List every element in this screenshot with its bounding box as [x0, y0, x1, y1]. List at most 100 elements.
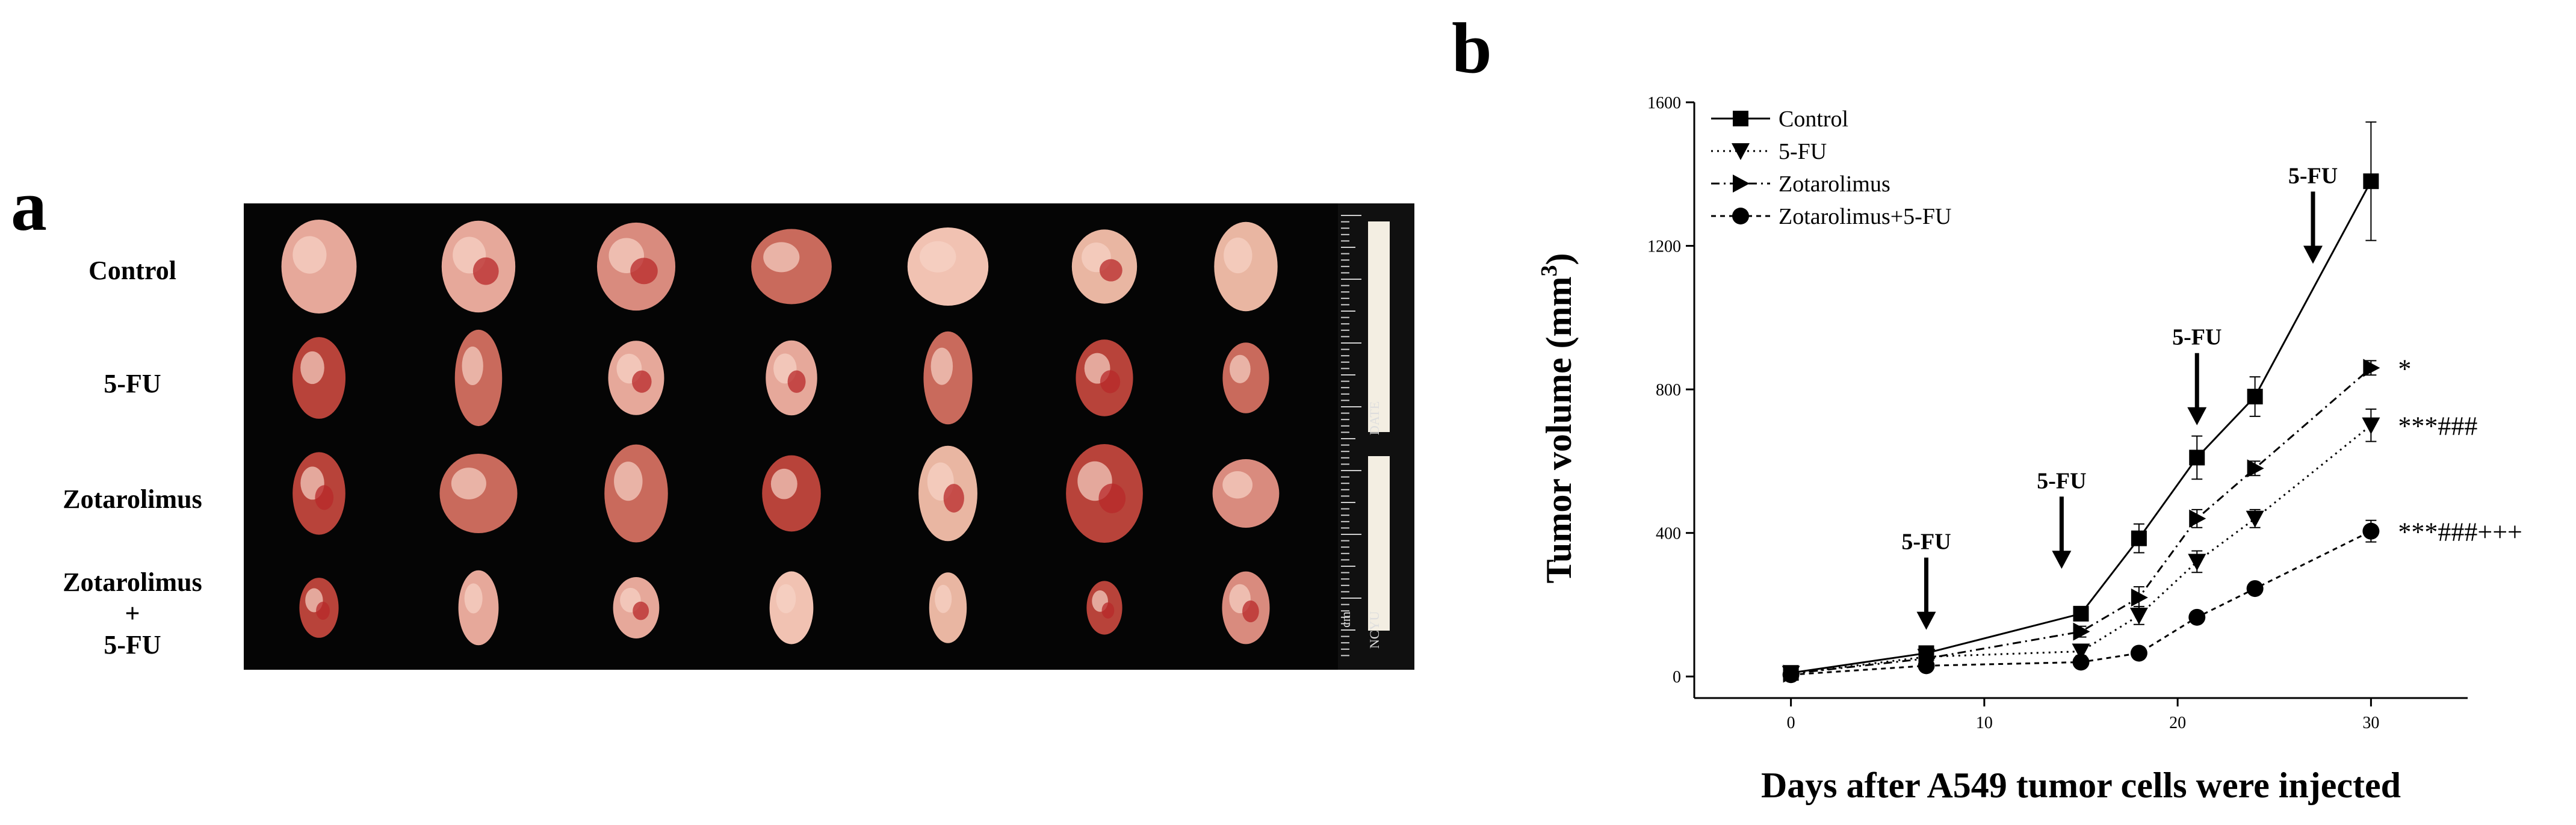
- legend-label: 5-FU: [1779, 139, 1827, 164]
- legend-marker: [1732, 143, 1750, 160]
- dose-arrow-head: [2052, 551, 2072, 569]
- data-point: [2072, 654, 2090, 671]
- row-label: 5-FU: [24, 368, 241, 400]
- data-point: [2130, 644, 2147, 662]
- row-label: Zotarolimus +5-FU: [24, 567, 241, 661]
- legend-label: Zotarolimus+5-FU: [1779, 204, 1951, 229]
- data-point: [2362, 522, 2380, 540]
- tumor-blood-spot: [472, 257, 499, 285]
- tumor-highlight: [300, 351, 324, 385]
- dose-label: 5-FU: [2037, 468, 2086, 493]
- x-tick-label: 10: [1976, 714, 1993, 732]
- tumor-highlight: [770, 468, 797, 499]
- tumor-volume-chart: 0 400 800 1200 1600 0 10 20 30 Days after A549 tu…: [1537, 94, 2522, 805]
- legend-item: Zotarolimus+5-FU: [1711, 204, 1951, 229]
- legend-label: Zotarolimus: [1779, 171, 1890, 197]
- tumor-blood-spot: [1242, 600, 1259, 623]
- tumor-blood-spot: [633, 601, 649, 620]
- dose-arrow-head: [2187, 407, 2207, 425]
- data-point: [2131, 589, 2148, 607]
- series-zotarolimus-5-fu: [1782, 519, 2380, 684]
- data-point: [2131, 530, 2147, 546]
- dose-arrow-head: [2303, 246, 2323, 264]
- ruler-label-patch: [1368, 456, 1390, 631]
- data-point: [2363, 173, 2379, 190]
- panel-a-letter: a: [11, 165, 47, 246]
- x-tick-label: 0: [1787, 714, 1795, 732]
- data-point: [2072, 643, 2090, 661]
- tumor-highlight: [930, 347, 953, 385]
- data-point: [2246, 580, 2264, 598]
- row-label: Zotarolimus: [24, 484, 241, 515]
- tumor-photograph: DATE NCYU cm: [244, 203, 1414, 670]
- legend-item: Control: [1711, 107, 1848, 132]
- dose-label: 5-FU: [2288, 163, 2338, 188]
- row-label: Control: [24, 255, 241, 286]
- y-tick-label: 400: [1656, 525, 1681, 543]
- ruler-text: cm: [1338, 611, 1353, 628]
- ruler-text: DATE: [1367, 401, 1382, 435]
- tumor-highlight: [1222, 471, 1253, 499]
- legend-marker: [1732, 208, 1749, 224]
- tumor-blood-spot: [1101, 602, 1115, 619]
- y-tick-label: 1200: [1647, 238, 1681, 256]
- dose-label: 5-FU: [2172, 325, 2221, 350]
- tumor-blood-spot: [632, 370, 652, 393]
- tumor-highlight: [776, 584, 796, 614]
- y-axis-label-superscript: 3: [1537, 265, 1562, 276]
- tumor-blood-spot: [787, 370, 806, 393]
- x-axis-label: Days after A549 tumor cells were injecte…: [1761, 765, 2401, 805]
- y-axis-label-text: Tumor volume (mm: [1539, 276, 1579, 583]
- legend-item: 5-FU: [1711, 139, 1827, 164]
- tumor-highlight: [1224, 237, 1252, 274]
- significance-label: ***###: [2398, 412, 2477, 441]
- tumor-blood-spot: [1100, 370, 1121, 394]
- tumor-blood-spot: [315, 485, 334, 510]
- tumor-blood-spot: [1098, 483, 1126, 513]
- data-point: [2189, 450, 2205, 466]
- data-point: [2073, 622, 2090, 641]
- legend-marker: [1733, 175, 1750, 193]
- series-zotarolimus: [1783, 359, 2380, 683]
- series-5-fu: [1782, 408, 2380, 683]
- tumor-highlight: [293, 236, 327, 274]
- row-label-line: 5-FU: [104, 369, 161, 398]
- data-point: [2188, 554, 2206, 571]
- tumor-blood-spot: [316, 602, 330, 620]
- dose-label: 5-FU: [1901, 530, 1951, 555]
- legend-label: Control: [1779, 107, 1848, 132]
- tumor-highlight: [451, 468, 486, 499]
- row-label-line: 5-FU: [104, 630, 161, 660]
- legend-item: Zotarolimus: [1711, 171, 1890, 197]
- x-tick-label: 20: [2169, 714, 2186, 732]
- data-point: [1918, 657, 1935, 675]
- row-label-line: Zotarolimus: [63, 567, 202, 597]
- panel-b-letter: b: [1452, 8, 1492, 88]
- series-line: [1791, 181, 2372, 674]
- row-label-line: Zotarolimus: [63, 484, 202, 514]
- legend-marker: [1733, 111, 1748, 126]
- significance-label: *: [2398, 354, 2411, 383]
- tumor-highlight: [935, 584, 952, 613]
- tumor-blood-spot: [943, 484, 964, 513]
- y-tick-label: 1600: [1647, 94, 1681, 113]
- tumor-blood-spot: [630, 258, 658, 285]
- tumor-highlight: [763, 242, 800, 273]
- tumor-highlight: [614, 462, 643, 501]
- row-label-line: Control: [88, 256, 176, 285]
- y-axis-label-close: ): [1539, 253, 1579, 265]
- data-point: [2363, 359, 2380, 377]
- y-tick-label: 0: [1673, 668, 1681, 687]
- row-label-line: +: [125, 599, 140, 628]
- x-tick-label: 30: [2362, 714, 2379, 732]
- tumor-highlight: [462, 346, 483, 386]
- data-point: [2362, 417, 2380, 434]
- ruler-text: NCYU: [1367, 611, 1382, 649]
- dose-arrow-head: [1916, 611, 1936, 630]
- data-point: [2246, 510, 2264, 528]
- tumor-highlight: [1229, 354, 1251, 383]
- y-axis-label: Tumor volume (mm3): [1537, 253, 1579, 584]
- data-point: [1782, 666, 1800, 684]
- data-point: [2073, 605, 2089, 622]
- data-point: [2189, 509, 2206, 528]
